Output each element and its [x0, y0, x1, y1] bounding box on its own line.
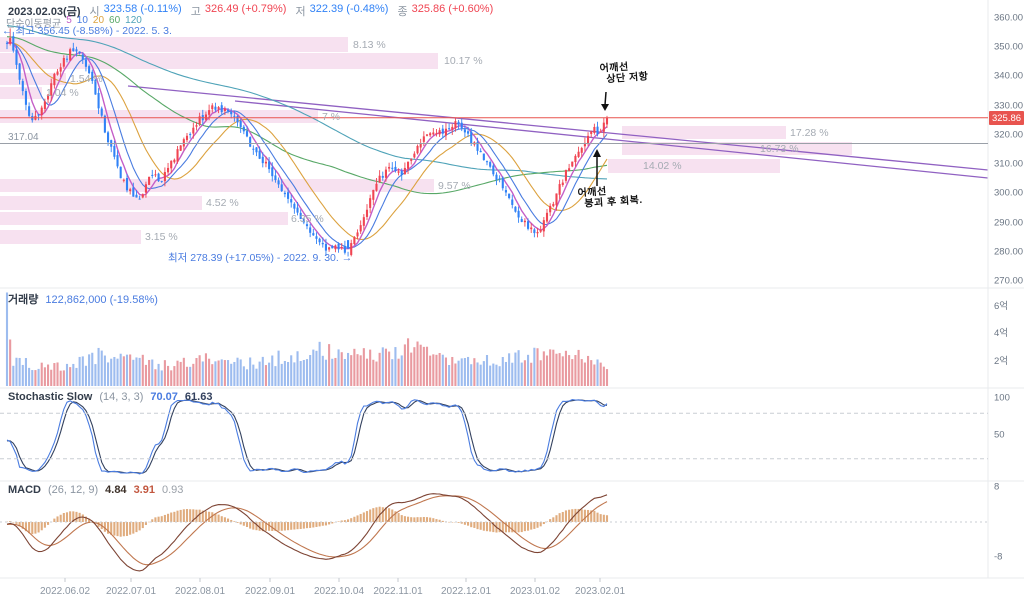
- stock-chart-screen: 2023.02.03(금) 시 323.58 (-0.11%) 고 326.49 (+…: [0, 0, 1024, 605]
- chart-canvas[interactable]: [0, 0, 1024, 605]
